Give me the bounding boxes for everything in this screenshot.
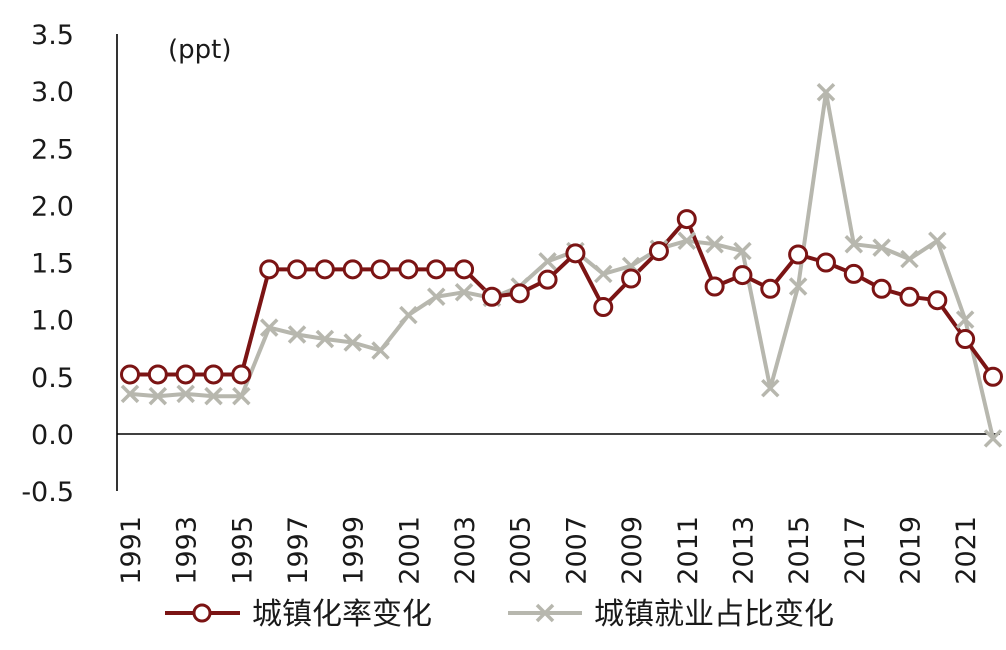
y-tick-label: 3.5 xyxy=(31,20,74,51)
data-point-urban-employment-share xyxy=(733,241,752,261)
legend-item-urbanization-rate: 城镇化率变化 xyxy=(165,597,432,632)
legend-label-urban-employment-share: 城镇就业占比变化 xyxy=(594,597,834,632)
data-point-urban-employment-share xyxy=(232,386,251,406)
data-point-urbanization-rate xyxy=(537,269,558,290)
series-line-urban-employment-share xyxy=(129,90,995,439)
data-point-urbanization-rate xyxy=(899,286,920,307)
x-tick-label: 2011 xyxy=(673,516,704,585)
x-tick-label: 2007 xyxy=(561,516,592,585)
data-point-urban-employment-share xyxy=(371,341,390,360)
data-point-urbanization-rate xyxy=(120,364,140,385)
data-point-urban-employment-share xyxy=(816,83,836,102)
y-tick-label: 3.0 xyxy=(31,77,74,108)
data-point-urban-employment-share xyxy=(315,329,335,349)
data-point-urban-employment-share xyxy=(287,325,307,344)
data-point-urban-employment-share xyxy=(983,429,1003,448)
data-point-urbanization-rate xyxy=(815,252,836,273)
x-tick-label: 2017 xyxy=(840,516,871,585)
x-tick-label: 1993 xyxy=(172,516,203,585)
data-point-urbanization-rate xyxy=(509,283,530,304)
y-tick-label: 1.5 xyxy=(31,249,74,280)
y-tick-label: 0.5 xyxy=(31,363,74,394)
data-point-urbanization-rate xyxy=(454,259,475,280)
legend-marker-circle-icon xyxy=(192,603,212,623)
data-point-urban-employment-share xyxy=(120,384,140,404)
data-point-urbanization-rate xyxy=(259,259,280,280)
data-point-urbanization-rate xyxy=(983,366,1003,387)
data-point-urbanization-rate xyxy=(843,263,864,284)
data-point-urbanization-rate xyxy=(648,241,669,262)
y-tick-label: 0.0 xyxy=(31,420,74,451)
x-tick-label: 2005 xyxy=(506,516,537,585)
x-tick-label: 2009 xyxy=(617,516,648,585)
data-point-urban-employment-share xyxy=(677,231,697,251)
data-point-urban-employment-share xyxy=(148,386,168,406)
y-tick-label: 2.0 xyxy=(31,191,74,222)
data-point-urban-employment-share xyxy=(844,234,864,254)
data-point-urbanization-rate xyxy=(593,297,614,318)
y-axis-unit-label: (ppt) xyxy=(168,35,232,65)
data-point-urban-employment-share xyxy=(343,333,362,352)
y-tick-label: 2.5 xyxy=(31,134,74,165)
data-point-urban-employment-share xyxy=(259,318,279,337)
data-point-urbanization-rate xyxy=(676,209,697,230)
data-point-urbanization-rate xyxy=(955,329,976,350)
data-point-urban-employment-share xyxy=(928,231,947,251)
legend-marker-x-icon xyxy=(535,603,555,623)
data-point-urban-employment-share xyxy=(955,310,975,329)
data-point-urbanization-rate xyxy=(203,364,224,385)
data-point-urbanization-rate xyxy=(370,259,391,280)
axes xyxy=(116,34,1000,491)
data-point-urban-employment-share xyxy=(594,264,613,284)
x-tick-label: 2019 xyxy=(895,516,926,585)
data-point-urbanization-rate xyxy=(871,278,892,299)
legend-label-urbanization-rate: 城镇化率变化 xyxy=(252,597,432,632)
legend-item-urban-employment-share: 城镇就业占比变化 xyxy=(508,597,834,632)
data-point-urbanization-rate xyxy=(621,268,642,289)
data-point-urban-employment-share xyxy=(705,234,724,254)
x-tick-label: 2015 xyxy=(784,516,815,585)
data-point-urban-employment-share xyxy=(788,277,808,296)
data-point-urbanization-rate xyxy=(147,364,168,385)
data-point-urbanization-rate xyxy=(788,244,809,265)
data-point-urban-employment-share xyxy=(538,252,557,271)
data-point-urban-employment-share xyxy=(204,386,223,406)
data-point-urbanization-rate xyxy=(565,243,586,264)
data-point-urban-employment-share xyxy=(900,249,919,269)
x-tick-label: 2003 xyxy=(450,516,481,585)
data-point-urbanization-rate xyxy=(760,278,781,299)
data-point-urbanization-rate xyxy=(704,276,725,297)
data-point-urbanization-rate xyxy=(398,259,419,280)
data-point-urban-employment-share xyxy=(399,305,418,325)
data-point-urbanization-rate xyxy=(175,364,196,385)
series-markers xyxy=(120,83,1003,448)
x-tick-label: 1999 xyxy=(339,516,370,585)
data-point-urbanization-rate xyxy=(927,290,948,311)
x-axis-tick-labels: 1991 1993 1995 1997 1999 2001 2003 2005 2007 2009… xyxy=(116,516,982,585)
data-point-urban-employment-share xyxy=(872,238,891,257)
y-axis-tick-labels: -0.5 0.0 0.5 1.0 1.5 2.0 2.5 3.0 3.5 xyxy=(21,20,74,508)
data-point-urban-employment-share xyxy=(426,287,446,307)
y-tick-label: 1.0 xyxy=(31,306,74,337)
x-tick-label: 2001 xyxy=(394,516,425,585)
x-tick-label: 2021 xyxy=(951,516,982,585)
x-tick-label: 1995 xyxy=(227,516,258,585)
x-tick-label: 2013 xyxy=(728,516,759,585)
data-point-urbanization-rate xyxy=(314,259,335,280)
data-point-urbanization-rate xyxy=(426,259,447,280)
data-point-urbanization-rate xyxy=(481,286,502,307)
data-point-urban-employment-share xyxy=(761,378,780,398)
data-point-urbanization-rate xyxy=(231,364,252,385)
data-point-urban-employment-share xyxy=(454,282,474,302)
legend: 城镇化率变化 城镇就业占比变化 xyxy=(165,597,834,632)
series-lines xyxy=(129,90,995,439)
data-point-urbanization-rate xyxy=(287,259,308,280)
data-point-urban-employment-share xyxy=(176,384,195,404)
data-point-urbanization-rate xyxy=(342,259,363,280)
y-tick-label: -0.5 xyxy=(21,477,74,508)
data-point-urbanization-rate xyxy=(732,265,753,286)
x-tick-label: 1997 xyxy=(283,516,314,585)
x-tick-label: 1991 xyxy=(116,516,147,585)
